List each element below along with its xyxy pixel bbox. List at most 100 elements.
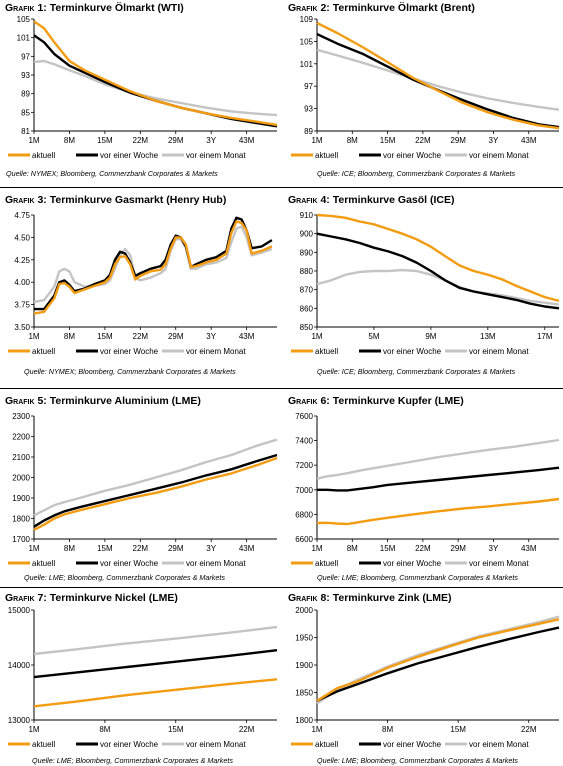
legend-label: aktuell: [315, 151, 338, 160]
x-tick-label: 1M: [28, 725, 39, 734]
legend-label: aktuell: [32, 347, 55, 356]
x-tick-label: 22M: [415, 544, 431, 553]
chart-title-prefix: Grafik 2:: [288, 2, 330, 14]
chart-title: Grafik 4: Terminkurve Gasöl (ICE): [288, 194, 455, 206]
series-line-monat: [33, 59, 278, 117]
y-tick-label: 89: [21, 90, 30, 99]
y-tick-label: 97: [21, 52, 30, 61]
chart-panel-1: Grafik 1: Terminkurve Ölmarkt (WTI) 105 1…: [4, 2, 281, 182]
chart-title-prefix: Grafik 8:: [288, 592, 330, 604]
legend-label: vor einer Woche: [100, 559, 159, 568]
y-tick-label: 93: [21, 71, 30, 80]
divider: [0, 187, 563, 188]
series-line-woche: [316, 33, 560, 129]
chart-panel-5: Grafik 5: Terminkurve Aluminium (LME) 23…: [4, 395, 281, 585]
x-tick-label: 43M: [521, 136, 537, 145]
x-tick-label: 22M: [521, 725, 537, 734]
y-tick-label: 4.50: [14, 233, 30, 242]
legend-label: vor einem Monat: [469, 559, 529, 568]
x-tick-label: 29M: [168, 136, 184, 145]
y-tick-label: 2300: [12, 412, 30, 421]
chart-title-text: Terminkurve Gasöl (ICE): [332, 194, 455, 206]
x-tick-label: 1M: [28, 332, 39, 341]
y-tick-label: 3.75: [14, 301, 30, 310]
x-tick-label: 9M: [425, 332, 436, 341]
y-tick-label: 7400: [295, 437, 313, 446]
series-line-monat: [33, 438, 278, 517]
x-tick-label: 8M: [64, 332, 75, 341]
legend-label: vor einem Monat: [186, 151, 246, 160]
y-tick-label: 1900: [12, 494, 30, 503]
legend-label: vor einem Monat: [469, 347, 529, 356]
legend-label: vor einer Woche: [100, 151, 159, 160]
y-tick-label: 81: [21, 127, 30, 136]
y-tick-label: 910: [300, 211, 314, 220]
x-tick-label: 22M: [133, 544, 149, 553]
chart-source: Quelle: LME; Bloomberg, Commerzbank Corp…: [24, 573, 225, 582]
x-tick-label: 22M: [415, 136, 431, 145]
y-tick-label: 105: [300, 37, 314, 46]
chart-title-text: Terminkurve Ölmarkt (Brent): [332, 2, 475, 14]
chart-title: Grafik 8: Terminkurve Zink (LME): [288, 592, 452, 604]
chart-title-prefix: Grafik 5:: [5, 395, 47, 407]
x-tick-label: 29M: [450, 136, 466, 145]
x-tick-label: 15M: [450, 725, 466, 734]
x-tick-label: 43M: [239, 332, 255, 341]
legend-label: aktuell: [315, 347, 338, 356]
y-tick-label: 850: [300, 323, 314, 332]
series-line-monat: [316, 48, 560, 111]
x-tick-label: 13M: [480, 332, 496, 341]
x-tick-label: 8M: [64, 136, 75, 145]
chart-source: Quelle: LME; Bloomberg, Commerzbank Corp…: [317, 756, 518, 765]
chart-panel-2: Grafik 2: Terminkurve Ölmarkt (Brent) 10…: [287, 2, 563, 182]
x-tick-label: 29M: [450, 544, 466, 553]
y-tick-label: 2000: [295, 606, 313, 615]
series-line-monat: [316, 438, 560, 480]
series-line-woche: [317, 466, 560, 492]
chart-title: Grafik 6: Terminkurve Kupfer (LME): [288, 395, 464, 407]
chart-title: Grafik 3: Terminkurve Gasmarkt (Henry Hu…: [5, 194, 226, 206]
chart-title: Grafik 5: Terminkurve Aluminium (LME): [5, 395, 201, 407]
x-tick-label: 15M: [97, 136, 113, 145]
chart-title-text: Terminkurve Zink (LME): [332, 592, 452, 604]
series-line-aktuell: [33, 456, 278, 531]
y-tick-label: 3.50: [14, 323, 30, 332]
chart-title: Grafik 7: Terminkurve Nickel (LME): [5, 592, 178, 604]
x-tick-label: 3Y: [206, 136, 216, 145]
x-tick-label: 1M: [311, 544, 322, 553]
x-tick-label: 17M: [537, 332, 553, 341]
chart-panel-6: Grafik 6: Terminkurve Kupfer (LME) 7600 7…: [287, 395, 563, 585]
chart-source: Quelle: NYMEX; Bloomberg, Commerzbank Co…: [6, 169, 218, 178]
chart-title-text: Terminkurve Kupfer (LME): [332, 395, 464, 407]
chart-source: Quelle: LME; Bloomberg, Commerzbank Corp…: [32, 756, 233, 765]
y-tick-label: 1850: [295, 689, 313, 698]
chart-source: Quelle: NYMEX; Bloomberg, Commerzbank Co…: [24, 367, 236, 376]
x-tick-label: 22M: [133, 136, 149, 145]
chart-title-prefix: Grafik 1:: [5, 2, 47, 14]
y-tick-label: 6800: [295, 510, 313, 519]
y-tick-label: 2200: [12, 433, 30, 442]
x-tick-label: 8M: [64, 544, 75, 553]
legend-label: aktuell: [32, 151, 55, 160]
legend-label: vor einem Monat: [469, 151, 529, 160]
y-tick-label: 101: [17, 34, 31, 43]
x-tick-label: 1M: [311, 725, 322, 734]
x-tick-label: 8M: [347, 544, 358, 553]
y-tick-label: 1900: [295, 661, 313, 670]
x-tick-label: 29M: [168, 332, 184, 341]
x-tick-label: 43M: [239, 136, 255, 145]
series-line-aktuell: [316, 21, 560, 130]
y-tick-label: 4.00: [14, 278, 30, 287]
x-tick-label: 1M: [28, 136, 39, 145]
legend-label: vor einem Monat: [469, 740, 529, 749]
x-tick-label: 3Y: [489, 544, 499, 553]
chart-panel-7: Grafik 7: Terminkurve Nickel (LME) 15000…: [4, 592, 281, 765]
x-tick-label: 15M: [97, 332, 113, 341]
chart-title-text: Terminkurve Aluminium (LME): [49, 395, 201, 407]
chart-title-prefix: Grafik 6:: [288, 395, 330, 407]
